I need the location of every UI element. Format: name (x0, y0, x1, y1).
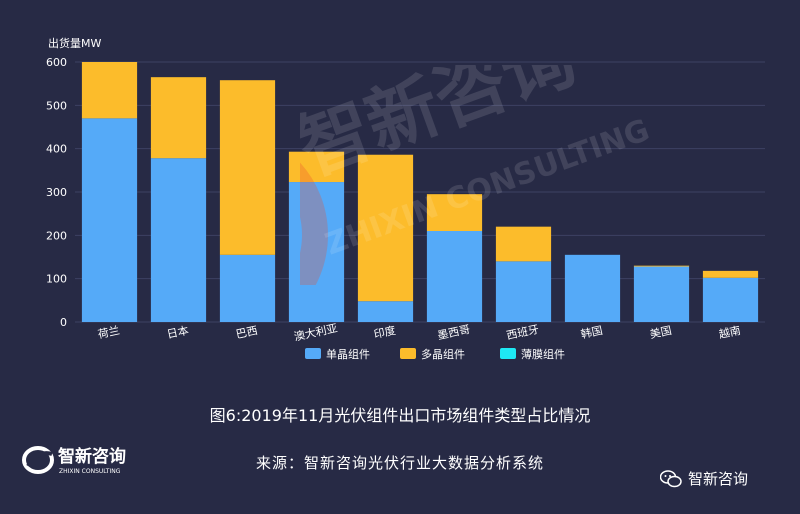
legend-label: 多晶组件 (421, 347, 465, 361)
x-tick-label: 西班牙 (505, 323, 540, 343)
bar-segment (702, 277, 759, 322)
bar-segment (633, 265, 690, 267)
y-tick-label: 600 (46, 56, 67, 69)
bar-segment (426, 231, 483, 322)
bar-segment (633, 266, 690, 322)
source-note: 来源：智新咨询光伏行业大数据分析系统 (255, 454, 544, 472)
legend-item: 单晶组件 (305, 347, 370, 361)
wechat-icon (660, 469, 682, 487)
bar-segment (81, 118, 138, 322)
x-tick-label: 澳大利亚 (293, 321, 339, 344)
legend-swatch (305, 348, 321, 359)
legend-label: 单晶组件 (326, 347, 370, 361)
bar-segment (288, 182, 345, 322)
bar-segment (357, 301, 414, 322)
bars (81, 62, 759, 322)
x-tick-label: 日本 (165, 323, 189, 341)
figure-caption: 图6:2019年11月光伏组件出口市场组件类型占比情况 (209, 406, 591, 425)
bar-segment (219, 254, 276, 322)
x-tick-label: 巴西 (235, 324, 259, 341)
bar-segment (495, 226, 552, 262)
bar-segment (495, 261, 552, 322)
legend-item: 薄膜组件 (500, 347, 565, 361)
bar-segment (150, 77, 207, 159)
wechat-badge: 智新咨询 (660, 468, 748, 489)
bar-segment (219, 80, 276, 255)
y-tick-label: 200 (46, 229, 67, 242)
x-tick-label: 美国 (649, 324, 673, 341)
legend-item: 多晶组件 (400, 347, 465, 361)
legend: 单晶组件 多晶组件 薄膜组件 (305, 347, 565, 361)
y-tick-label: 100 (46, 273, 67, 286)
brand-swirl-icon (22, 446, 54, 474)
x-tick-label: 越南 (717, 323, 741, 341)
x-tick-label: 荷兰 (97, 324, 121, 341)
bar-segment (357, 154, 414, 302)
stacked-bar-chart: 0 100 200 300 400 500 600 荷兰 日本 巴西 澳大利亚 印度 墨西哥 西班牙 韩国… (46, 36, 765, 361)
y-tick-label: 0 (60, 316, 67, 329)
bar-segment (288, 151, 345, 183)
brand-subtitle: ZHIXIN CONSULTING (59, 468, 121, 475)
bar-segment (426, 194, 483, 231)
x-axis-ticks: 荷兰 日本 巴西 澳大利亚 印度 墨西哥 西班牙 韩国 美国 越南 (97, 321, 742, 344)
brand-name: 智新咨询 (58, 446, 126, 467)
y-tick-label: 400 (46, 143, 67, 156)
y-axis-label: 出货量MW (48, 36, 101, 50)
bar-segment (702, 270, 759, 278)
legend-swatch (400, 348, 416, 359)
y-tick-label: 500 (46, 99, 67, 112)
x-tick-label: 韩国 (579, 323, 603, 341)
bar-segment (150, 158, 207, 322)
brand-logo: 智新咨询 ZHIXIN CONSULTING (22, 446, 126, 475)
bar-segment (564, 254, 621, 322)
wechat-label: 智新咨询 (688, 470, 749, 488)
legend-label: 薄膜组件 (521, 347, 565, 361)
x-tick-label: 墨西哥 (436, 323, 471, 343)
legend-swatch (500, 348, 516, 359)
x-tick-label: 印度 (372, 323, 396, 341)
y-tick-label: 300 (46, 186, 67, 199)
bar-segment (81, 62, 138, 119)
y-axis-ticks: 0 100 200 300 400 500 600 (46, 56, 67, 329)
